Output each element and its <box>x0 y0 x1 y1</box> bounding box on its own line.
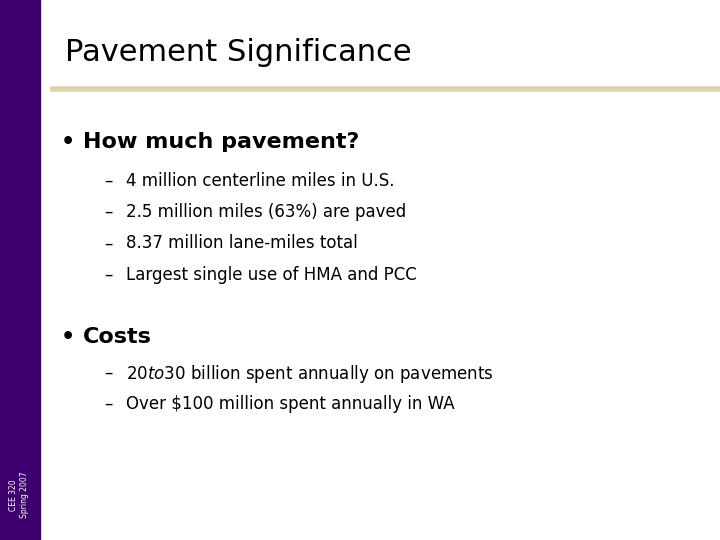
Text: –: – <box>104 395 113 413</box>
Text: –: – <box>104 203 113 221</box>
Text: How much pavement?: How much pavement? <box>83 132 359 152</box>
Text: Largest single use of HMA and PCC: Largest single use of HMA and PCC <box>126 266 417 284</box>
Bar <box>0 0 40 540</box>
Text: Costs: Costs <box>83 327 152 347</box>
Text: CEE 320
Spring 2007: CEE 320 Spring 2007 <box>9 472 30 518</box>
Text: 8.37 million lane-miles total: 8.37 million lane-miles total <box>126 234 358 252</box>
Text: Over $100 million spent annually in WA: Over $100 million spent annually in WA <box>126 395 454 413</box>
Text: $20 to $30 billion spent annually on pavements: $20 to $30 billion spent annually on pav… <box>126 363 494 386</box>
Text: •: • <box>61 132 76 152</box>
Text: 2.5 million miles (63%) are paved: 2.5 million miles (63%) are paved <box>126 203 406 221</box>
Text: 4 million centerline miles in U.S.: 4 million centerline miles in U.S. <box>126 172 395 190</box>
Text: –: – <box>104 266 113 284</box>
Text: –: – <box>104 172 113 190</box>
Text: •: • <box>61 327 76 347</box>
Text: –: – <box>104 363 113 381</box>
Text: Pavement Significance: Pavement Significance <box>65 38 411 67</box>
Text: –: – <box>104 234 113 252</box>
